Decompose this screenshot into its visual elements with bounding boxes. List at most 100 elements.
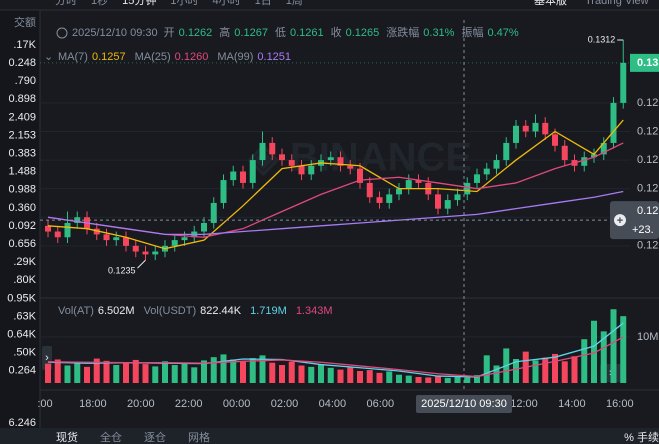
crosshair-tag bbox=[610, 201, 659, 240]
volume-bar bbox=[279, 365, 285, 383]
volume-bar bbox=[201, 360, 207, 383]
interval-tab[interactable]: 15分钟 bbox=[122, 0, 156, 7]
candle-body bbox=[152, 251, 159, 255]
volume-bar bbox=[191, 367, 198, 383]
interval-tab[interactable]: 4小时 bbox=[213, 0, 241, 7]
ma-value: 0.1251 bbox=[257, 51, 291, 63]
volume-bar bbox=[288, 361, 295, 383]
interval-tab[interactable]: 1小时 bbox=[170, 0, 198, 7]
interval-tab[interactable]: 1日 bbox=[255, 0, 272, 7]
y-tick-label: 0.12 bbox=[637, 154, 658, 166]
volume-bar bbox=[318, 364, 324, 383]
x-tick-label: 22:00 bbox=[175, 398, 203, 410]
candle-body bbox=[561, 145, 568, 161]
volume-bar bbox=[230, 359, 237, 383]
price-tag-label: 0.13 bbox=[637, 57, 658, 69]
vol-value: 1.719M bbox=[250, 305, 287, 317]
price-tag bbox=[630, 53, 659, 72]
x-tick-label: 00:00 bbox=[223, 398, 251, 410]
volume-bar bbox=[386, 371, 393, 383]
left-value: .790 bbox=[15, 75, 36, 87]
volume-bar bbox=[591, 320, 597, 383]
candle-body bbox=[366, 182, 373, 198]
volume-bar bbox=[103, 360, 110, 383]
candle-body bbox=[396, 188, 402, 195]
volume-bar bbox=[552, 353, 558, 383]
volume-bar bbox=[581, 339, 588, 383]
candle-body bbox=[483, 168, 490, 175]
volume-bar bbox=[571, 356, 578, 383]
volume-bar bbox=[405, 375, 412, 383]
candle-body bbox=[405, 180, 412, 189]
collapse-icon[interactable]: ⌄ bbox=[44, 51, 53, 63]
candle-body bbox=[93, 228, 100, 235]
left-arrow[interactable]: › bbox=[45, 352, 49, 364]
volume-bar bbox=[74, 361, 81, 383]
interval-tab[interactable]: 1周 bbox=[286, 0, 303, 7]
ohlc-label: 低 bbox=[275, 26, 286, 39]
corner-text: % 手续 bbox=[624, 430, 659, 444]
volume-bar bbox=[152, 366, 159, 383]
candle-body bbox=[103, 234, 110, 241]
left-value: 0.360 bbox=[8, 202, 36, 214]
candle-body bbox=[327, 157, 334, 161]
ohlc-label: 振幅 bbox=[461, 25, 483, 39]
candle-body bbox=[210, 202, 217, 223]
plus-icon[interactable]: + bbox=[617, 215, 623, 227]
candle-body bbox=[132, 245, 139, 252]
ohlc-time: 2025/12/10 09:30 bbox=[72, 27, 158, 39]
crosshair-time: 2025/12/10 09:30 bbox=[421, 398, 507, 410]
candle-body bbox=[581, 157, 588, 166]
volume-bar bbox=[54, 359, 61, 383]
candle-body bbox=[532, 122, 539, 132]
volume-bar bbox=[93, 358, 100, 383]
y-tick-label: 0.12 bbox=[637, 240, 658, 252]
left-value: .29K bbox=[13, 256, 36, 268]
interval-tab[interactable]: 1秒 bbox=[91, 0, 108, 7]
candle-body bbox=[201, 222, 207, 232]
candle-body bbox=[113, 237, 120, 241]
ohlc-label: 收 bbox=[331, 25, 342, 39]
volume-bar bbox=[483, 355, 490, 383]
ma-value: 0.1260 bbox=[175, 51, 209, 63]
volume-bar bbox=[464, 377, 471, 383]
left-value: 0.656 bbox=[8, 238, 36, 250]
bottom-tab[interactable]: 逐仓 bbox=[144, 430, 166, 444]
volume-bar bbox=[45, 363, 51, 383]
candle-body bbox=[493, 160, 500, 169]
volume-bar bbox=[513, 359, 519, 383]
ohlc-value: 0.1262 bbox=[179, 27, 213, 39]
left-panel bbox=[0, 10, 40, 428]
candle-body bbox=[552, 134, 558, 146]
ohlc-label: 高 bbox=[219, 25, 230, 39]
left-value: 0.264 bbox=[8, 365, 36, 377]
x-tick-label: 16:00 bbox=[606, 398, 634, 410]
candle-body bbox=[269, 142, 276, 155]
candle-body bbox=[610, 102, 617, 143]
interval-tab[interactable]: 分时 bbox=[55, 0, 77, 7]
x-tick-label: 04:00 bbox=[319, 398, 347, 410]
volume-bar bbox=[444, 377, 451, 383]
candle-body bbox=[249, 160, 256, 183]
left-value: 6.246 bbox=[8, 417, 36, 429]
volume-bar bbox=[64, 365, 71, 383]
x-tick-label: :00 bbox=[37, 398, 52, 410]
candle-body bbox=[181, 237, 188, 241]
view-tab[interactable]: 基本版 bbox=[534, 0, 567, 7]
bottom-tab[interactable]: 全仓 bbox=[100, 430, 122, 444]
view-tab[interactable]: Trading View bbox=[585, 0, 649, 7]
candle-body bbox=[522, 125, 529, 132]
add-order-button[interactable] bbox=[614, 214, 626, 227]
left-value: .50K bbox=[13, 347, 36, 359]
ma-value: 0.1257 bbox=[92, 51, 126, 63]
candle-body bbox=[357, 168, 363, 183]
candle-body bbox=[54, 231, 61, 238]
x-tick-label: 06:00 bbox=[367, 398, 395, 410]
candle-body bbox=[454, 194, 461, 201]
ohlc-label: 开 bbox=[164, 27, 175, 39]
bottom-tab[interactable]: 现货 bbox=[56, 430, 78, 444]
candle-body bbox=[386, 194, 393, 203]
bottom-tab[interactable]: 网格 bbox=[188, 430, 210, 444]
vol-label: Vol(AT) bbox=[58, 305, 94, 317]
